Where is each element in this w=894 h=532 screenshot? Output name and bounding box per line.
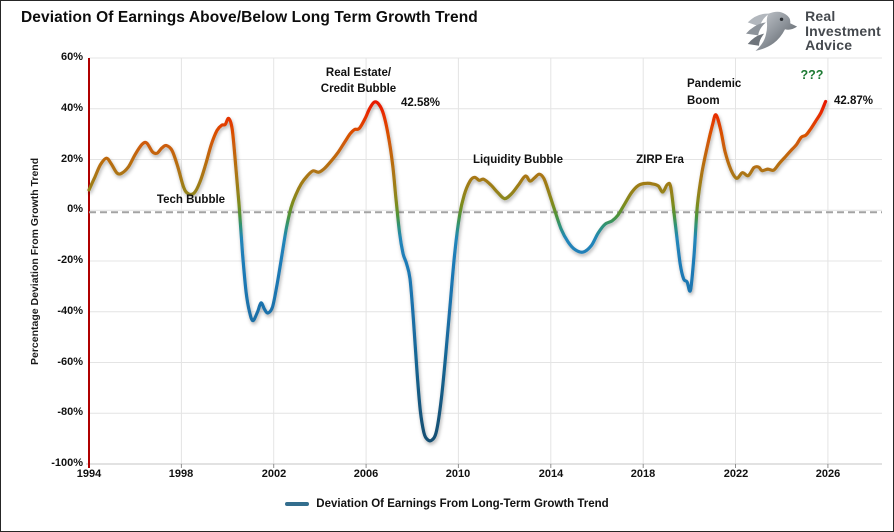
annotation-liquidity-bubble: Liquidity Bubble [472, 154, 564, 166]
x-tick-label: 2026 [815, 468, 841, 480]
x-tick-label: 2006 [353, 468, 379, 480]
x-tick-label: 2002 [261, 468, 287, 480]
brand-line-2: Investment [805, 22, 881, 39]
eagle-icon [746, 11, 798, 51]
annotation-zirp-era: ZIRP Era [636, 154, 684, 166]
y-tick-label: 60% [60, 51, 83, 63]
legend-line-swatch [285, 502, 310, 506]
x-tick-label: 1998 [168, 468, 194, 480]
y-tick-label: -80% [57, 406, 83, 418]
y-tick-label: -40% [57, 305, 83, 317]
y-tick-label: -100% [51, 457, 83, 469]
x-tick-label: 2010 [445, 468, 471, 480]
x-tick-label: 1994 [76, 468, 102, 480]
y-tick-label: 20% [60, 153, 83, 165]
y-tick-label: -20% [57, 254, 83, 266]
earnings-deviation-line [87, 99, 828, 443]
annotation-line: Boom [687, 95, 720, 107]
x-tick-label: 2014 [538, 468, 564, 480]
x-tick-label: 2022 [723, 468, 749, 480]
annotation-peak-2006-value: 42.58% [401, 97, 441, 109]
page-title: Deviation Of Earnings Above/Below Long T… [21, 9, 478, 26]
annotation-real-estate-credit-bubble: Real Estate/ Credit Bubble [301, 65, 416, 97]
brand-line-1: Real [805, 7, 836, 24]
annotation-question-marks: ??? [800, 68, 824, 82]
annotation-line: Pandemic [687, 78, 742, 90]
annotation-line: Credit Bubble [320, 83, 397, 95]
y-tick-label: 40% [60, 102, 83, 114]
brand-logo: Real Investment Advice [746, 8, 881, 54]
annotation-pandemic-boom: Pandemic Boom [687, 76, 741, 110]
legend-label: Deviation Of Earnings From Long-Term Gro… [316, 498, 609, 510]
legend: Deviation Of Earnings From Long-Term Gro… [1, 498, 893, 510]
y-tick-label: 0% [67, 203, 83, 215]
brand-line-3: Advice [805, 37, 853, 54]
annotation-tech-bubble: Tech Bubble [156, 194, 226, 206]
annotation-current-value: 42.87% [834, 95, 874, 107]
brand-name: Real Investment Advice [805, 9, 881, 53]
y-tick-label: -60% [57, 356, 83, 368]
x-tick-label: 2018 [630, 468, 656, 480]
annotation-line: Real Estate/ [325, 67, 392, 79]
